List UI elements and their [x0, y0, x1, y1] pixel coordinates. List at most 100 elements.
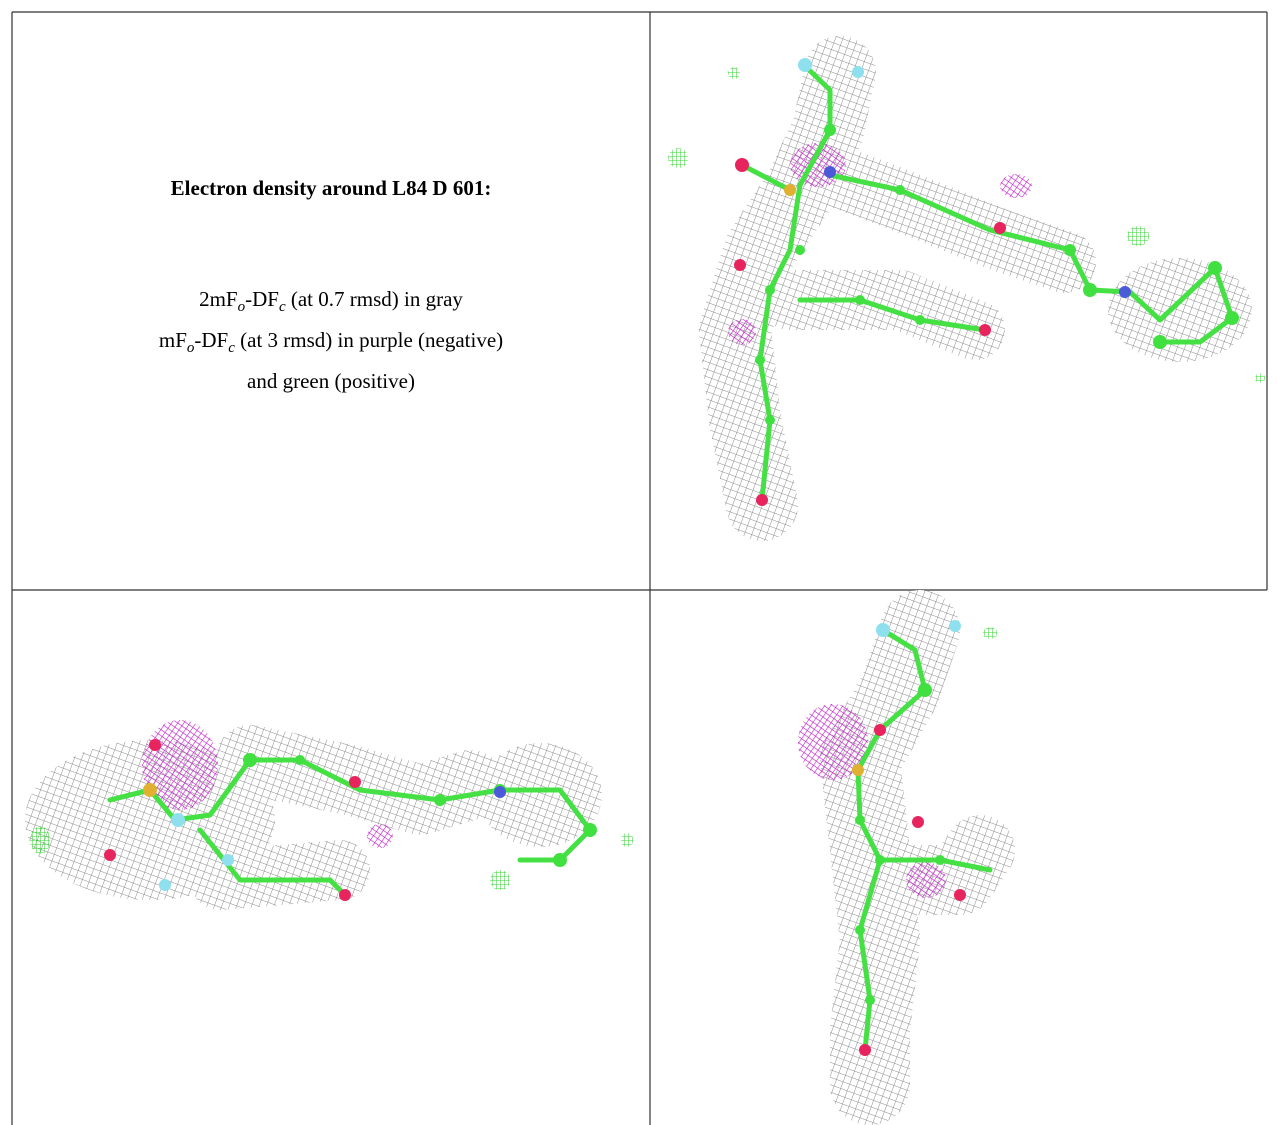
atom	[784, 184, 796, 196]
atom	[912, 816, 924, 828]
atom	[949, 620, 961, 632]
atom	[876, 623, 890, 637]
shape	[1000, 174, 1032, 198]
density-view-2	[25, 720, 633, 910]
atom	[765, 285, 775, 295]
legend-line: mFo-DFc (at 3 rmsd) in purple (negative)	[12, 324, 650, 365]
atom	[143, 783, 157, 797]
shape	[30, 826, 50, 854]
shape	[104, 739, 361, 901]
atom	[824, 124, 836, 136]
atom	[149, 739, 161, 751]
atom	[824, 166, 836, 178]
atom	[1153, 335, 1167, 349]
atom	[349, 776, 361, 788]
atom	[735, 158, 749, 172]
atom	[494, 786, 506, 798]
legend-text: (at 3 rmsd) in purple (negative)	[234, 328, 504, 353]
atom	[755, 355, 765, 365]
atom	[852, 66, 864, 78]
atom	[222, 854, 234, 866]
shape	[728, 319, 756, 345]
shape	[789, 139, 1096, 293]
legend-text: and green (positive)	[247, 369, 415, 394]
atom	[979, 324, 991, 336]
atom	[1083, 283, 1097, 297]
legend: 2mFo-DFc (at 0.7 rmsd) in gray mFo-DFc (a…	[12, 283, 650, 398]
atom	[855, 815, 865, 825]
shape	[797, 297, 988, 333]
atom	[756, 494, 768, 506]
shape	[142, 720, 218, 810]
atom	[734, 259, 746, 271]
atom	[1208, 261, 1222, 275]
shape	[197, 827, 348, 898]
shape	[478, 743, 602, 847]
shape	[728, 67, 740, 79]
atom	[1119, 286, 1131, 298]
atom	[855, 295, 865, 305]
atom	[434, 794, 446, 806]
atom	[1064, 244, 1076, 256]
legend-text: 2mF	[199, 287, 238, 311]
legend-text: mF	[158, 328, 187, 353]
atom	[918, 683, 932, 697]
atom	[765, 415, 775, 425]
atom	[339, 889, 351, 901]
subscript: o	[186, 340, 195, 357]
atom	[895, 185, 905, 195]
legend-text: -DF	[194, 328, 229, 353]
atom	[1225, 311, 1239, 325]
atom	[798, 58, 812, 72]
atom	[104, 849, 116, 861]
atom	[553, 853, 567, 867]
atom	[171, 813, 185, 827]
atom	[295, 755, 305, 765]
atom	[875, 855, 885, 865]
shape	[855, 627, 928, 1053]
table-borders	[11, 11, 1268, 1125]
shape	[757, 63, 833, 503]
atom	[583, 823, 597, 837]
shape	[668, 148, 688, 168]
legend-line: and green (positive)	[12, 365, 650, 398]
atom	[994, 222, 1006, 234]
shape	[983, 627, 997, 639]
shape	[734, 158, 1006, 506]
legend-text: -DF	[245, 287, 279, 311]
atom	[243, 753, 257, 767]
atom	[865, 995, 875, 1005]
atom	[954, 889, 966, 901]
subscript: o	[237, 299, 246, 316]
panel-title: Electron density around L84 D 601:	[170, 176, 492, 200]
atom	[859, 1044, 871, 1056]
atom	[159, 879, 171, 891]
atom	[852, 764, 864, 776]
shape	[1127, 226, 1149, 246]
atom	[935, 855, 945, 865]
legend-line: 2mFo-DFc (at 0.7 rmsd) in gray	[12, 283, 650, 324]
legend-text: (at 0.7 rmsd) in gray	[285, 287, 463, 311]
atom	[855, 925, 865, 935]
shape	[855, 683, 945, 1005]
shape	[367, 824, 393, 848]
density-view-1	[668, 36, 1265, 541]
shape	[755, 124, 1239, 425]
shape	[739, 162, 793, 193]
atom	[915, 315, 925, 325]
shape	[859, 724, 966, 1056]
shape	[1255, 373, 1265, 383]
shape	[906, 862, 946, 898]
density-view-3	[798, 590, 1015, 1125]
atom	[874, 724, 886, 736]
atom	[795, 245, 805, 255]
shape	[1108, 258, 1252, 362]
subscript: c	[228, 340, 235, 357]
shape	[215, 725, 505, 835]
subscript: c	[278, 299, 286, 316]
shape	[798, 704, 868, 780]
shape	[490, 870, 510, 890]
